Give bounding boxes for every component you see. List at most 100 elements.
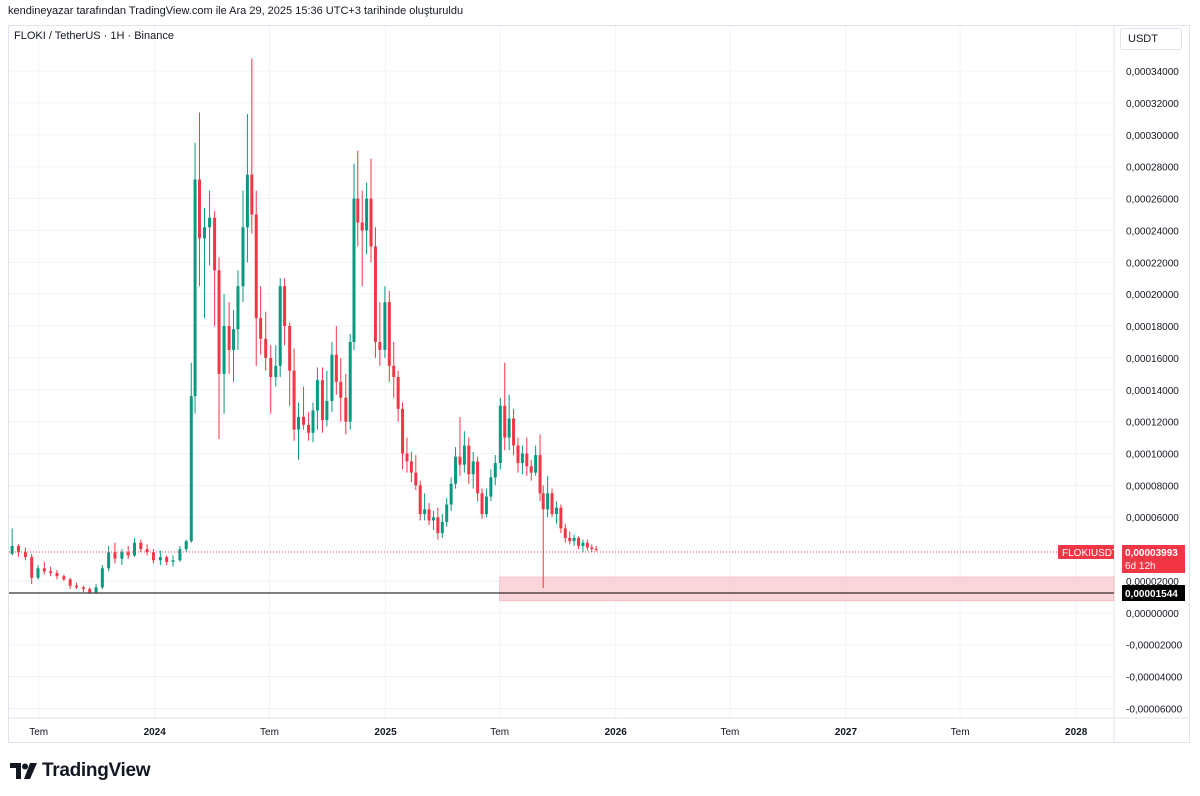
candle-body: [489, 477, 493, 497]
candle-body: [36, 568, 40, 578]
candle-body: [107, 552, 111, 569]
candle-body: [546, 493, 550, 510]
candle-body: [431, 517, 435, 521]
candle-body: [436, 517, 440, 534]
brand-name: TradingView: [42, 760, 151, 781]
candle-body: [10, 545, 14, 554]
candle-body: [120, 552, 124, 559]
x-tick-label: 2024: [144, 727, 167, 738]
candle-body: [409, 461, 413, 473]
candle-body: [493, 463, 497, 478]
candle-body: [232, 329, 236, 350]
candle-body: [330, 354, 334, 401]
candle-body: [387, 302, 391, 366]
candle-body: [278, 286, 282, 366]
candle-body: [42, 568, 46, 572]
candle-body: [538, 455, 542, 494]
candle-body: [525, 453, 529, 467]
candle-body: [139, 542, 143, 550]
y-tick-label: -0,00002000: [1126, 641, 1183, 652]
candle-body: [193, 179, 197, 397]
candle-body: [68, 579, 72, 586]
candle-body: [476, 461, 480, 494]
candle-body: [480, 493, 484, 515]
candle-body: [405, 453, 409, 462]
y-tick-label: 0,00016000: [1126, 354, 1179, 365]
currency-selector[interactable]: USDT: [1120, 28, 1182, 50]
candle-body: [62, 576, 66, 580]
candle-body: [208, 217, 212, 228]
candle-body: [283, 286, 287, 327]
candle-countdown-label: 6d 12h: [1125, 561, 1156, 572]
candle-body: [423, 509, 427, 515]
candle-body: [369, 198, 373, 247]
candle-body: [151, 552, 155, 561]
y-tick-label: 0,00032000: [1126, 99, 1179, 110]
candle-body: [348, 341, 352, 422]
candle-body: [49, 571, 53, 574]
x-tick-label: 2028: [1065, 727, 1088, 738]
candle-body: [360, 222, 364, 231]
candle-body: [454, 456, 458, 484]
candle-body: [158, 557, 162, 561]
candle-body: [503, 405, 507, 438]
last-price-tag: [1122, 545, 1185, 573]
tradingview-logo[interactable]: TradingView: [10, 760, 151, 782]
candle-body: [145, 549, 149, 553]
candle-body: [498, 405, 502, 464]
candle-body: [315, 380, 319, 411]
candle-body: [445, 504, 449, 523]
candle-body: [302, 416, 306, 425]
candle-body: [392, 365, 396, 378]
candle-body: [414, 472, 418, 486]
y-tick-label: -0,00006000: [1126, 704, 1183, 715]
symbol-tag: [1058, 545, 1114, 559]
candle-body: [197, 179, 201, 239]
candle-body: [241, 227, 245, 287]
candle-body: [484, 496, 488, 515]
candle-body: [529, 466, 533, 473]
candle-body: [178, 549, 182, 561]
candle-body: [165, 557, 169, 562]
y-tick-label: 0,00020000: [1126, 290, 1179, 301]
candle-body: [213, 217, 217, 271]
x-tick-label: Tem: [951, 727, 970, 738]
chart-frame: [8, 25, 1190, 743]
candle-body: [352, 198, 356, 342]
symbol-tag-label: FLOKIUSDT: [1062, 548, 1118, 559]
candle-body: [325, 400, 329, 421]
candle-body: [581, 542, 585, 546]
x-tick-label: Tem: [720, 727, 739, 738]
y-tick-label: 0,00028000: [1126, 163, 1179, 174]
candle-body: [507, 418, 511, 438]
x-tick-label: Tem: [260, 727, 279, 738]
candle-body: [534, 455, 538, 473]
chart-caption: kendineyazar tarafından TradingView.com …: [8, 5, 464, 17]
candle-body: [245, 174, 249, 228]
candle-body: [259, 318, 263, 339]
candle-body: [550, 493, 554, 515]
candle-body: [250, 174, 254, 215]
support-price-label: 0,00001544: [1125, 589, 1178, 600]
y-tick-label: 0,00000000: [1126, 609, 1179, 620]
y-tick-label: 0,00010000: [1126, 450, 1179, 461]
candle-body: [418, 485, 422, 515]
candle-body: [81, 587, 85, 589]
candle-body: [373, 246, 377, 342]
candle-body: [563, 528, 567, 538]
candle-body: [339, 381, 343, 398]
support-zone: [499, 576, 1115, 602]
candle-body: [449, 483, 453, 505]
y-tick-label: 0,00030000: [1126, 131, 1179, 142]
candle-body: [16, 545, 20, 553]
candle-body: [541, 493, 545, 510]
candle-body: [458, 456, 462, 465]
candle-body: [520, 453, 524, 464]
candle-body: [320, 380, 324, 421]
y-tick-label: 0,00022000: [1126, 258, 1179, 269]
candle-body: [88, 588, 92, 593]
candle-body: [55, 573, 59, 577]
candle-body: [577, 537, 581, 546]
candle-body: [344, 397, 348, 422]
